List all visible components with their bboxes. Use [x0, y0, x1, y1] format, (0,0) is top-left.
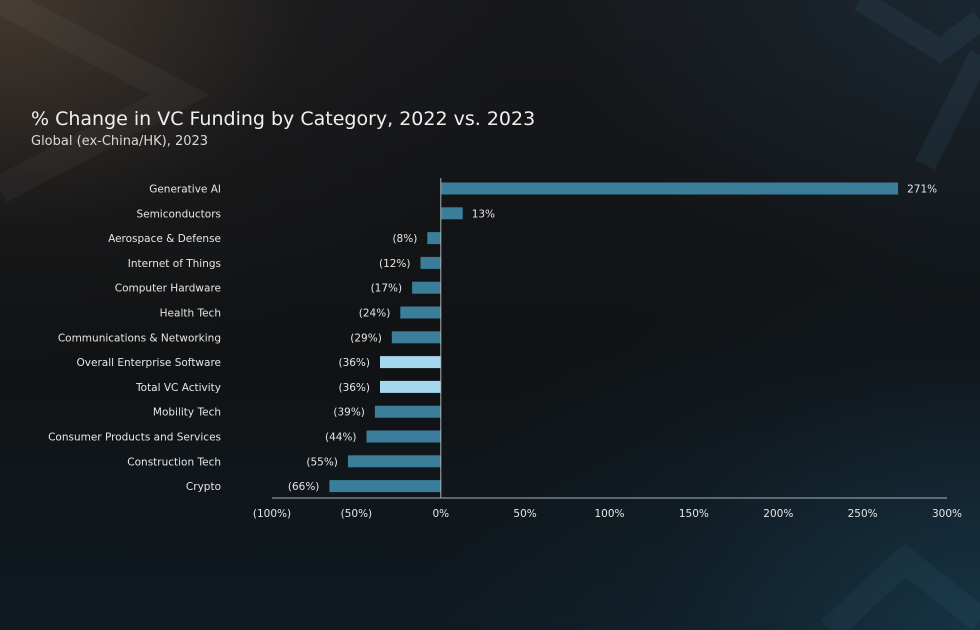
category-label: Construction Tech — [127, 456, 221, 468]
x-tick-label: 200% — [763, 508, 793, 520]
category-label: Aerospace & Defense — [108, 233, 221, 245]
category-label: Computer Hardware — [115, 283, 221, 295]
bar — [412, 281, 441, 294]
category-label: Overall Enterprise Software — [77, 357, 222, 369]
x-tick-label: 50% — [513, 508, 536, 520]
data-label: 271% — [907, 184, 937, 196]
data-label: (44%) — [325, 432, 357, 444]
bar — [374, 405, 441, 418]
data-label: (55%) — [306, 456, 338, 468]
data-label: (29%) — [350, 332, 382, 344]
category-label: Mobility Tech — [153, 407, 221, 419]
bar — [400, 306, 441, 319]
x-tick-label: (50%) — [341, 508, 373, 520]
x-tick-label: 0% — [432, 508, 449, 520]
bar — [366, 430, 441, 443]
x-tick-label: (100%) — [253, 508, 291, 520]
data-label: (17%) — [371, 283, 403, 295]
bar — [380, 380, 441, 393]
decorative-chevron-top-right — [854, 0, 980, 64]
category-label: Communications & Networking — [58, 332, 221, 344]
category-label: Generative AI — [149, 184, 221, 196]
data-label: (66%) — [288, 481, 320, 493]
chart-title: % Change in VC Funding by Category, 2022… — [31, 108, 536, 130]
decorative-chevron-bottom-right — [821, 542, 980, 630]
bar — [420, 256, 441, 269]
bar — [347, 455, 441, 468]
data-label: (8%) — [392, 233, 417, 245]
x-tick-label: 150% — [679, 508, 709, 520]
x-tick-label: 100% — [594, 508, 624, 520]
data-label: (24%) — [359, 308, 391, 320]
data-label: (36%) — [338, 382, 370, 394]
bar — [391, 331, 441, 344]
data-label: (36%) — [338, 357, 370, 369]
x-tick-label: 300% — [932, 508, 962, 520]
category-label: Consumer Products and Services — [48, 432, 221, 444]
category-label: Health Tech — [160, 308, 221, 320]
bar — [427, 232, 441, 245]
data-label: 13% — [472, 208, 495, 220]
bar — [440, 207, 463, 220]
data-label: (12%) — [379, 258, 411, 270]
x-tick-label: 250% — [848, 508, 878, 520]
category-label: Semiconductors — [136, 208, 221, 220]
category-label: Crypto — [186, 481, 221, 493]
bar — [440, 182, 899, 195]
category-label: Internet of Things — [128, 258, 221, 270]
bar — [329, 480, 441, 493]
data-label: (39%) — [333, 407, 365, 419]
bar — [380, 356, 441, 369]
category-label: Total VC Activity — [135, 382, 221, 394]
chart-subtitle: Global (ex-China/HK), 2023 — [31, 134, 209, 149]
decorative-chevron-right — [915, 50, 980, 170]
